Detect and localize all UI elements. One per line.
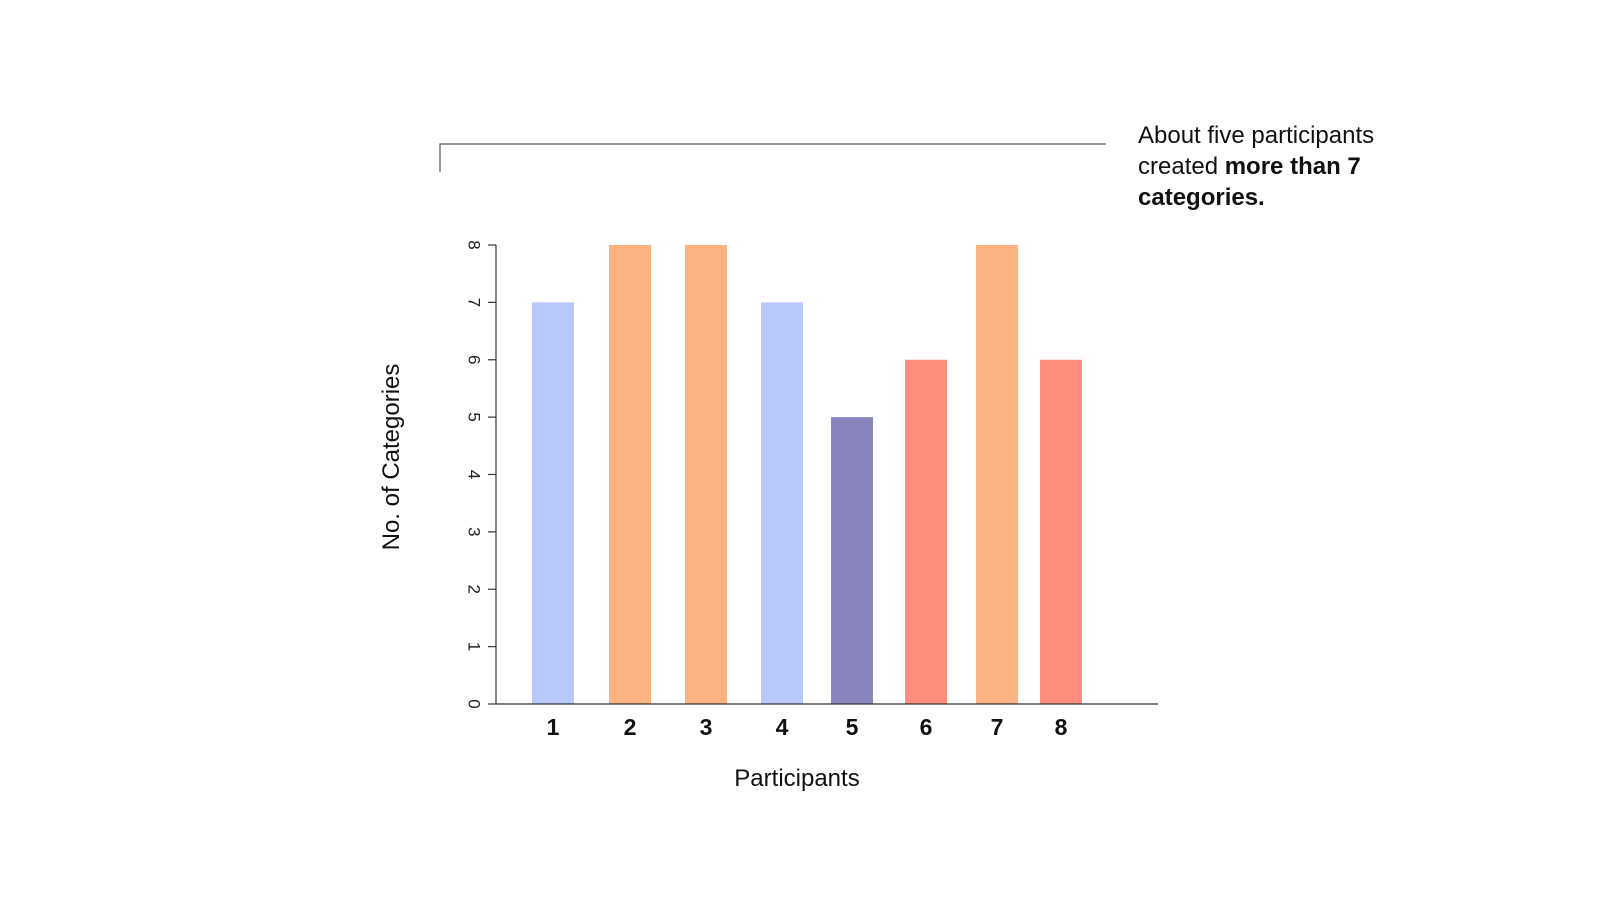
y-tick-label: 7	[465, 298, 484, 307]
bar-participant-6	[905, 359, 947, 704]
annotation-line-1: About five participants	[1138, 122, 1375, 149]
bars-group	[532, 245, 1082, 704]
y-ticks-group: 0 1 2 3 4 5 6 7 8	[465, 240, 496, 709]
y-axis-title: No. of Categories	[378, 364, 405, 551]
bar-participant-2	[609, 245, 651, 704]
bar-participant-3	[685, 245, 727, 704]
bar-participant-1	[532, 302, 574, 704]
bar-participant-5	[831, 417, 873, 704]
annotation-bracket	[439, 143, 1106, 172]
bar-participant-4	[761, 302, 803, 704]
y-tick-label: 5	[465, 412, 484, 421]
x-tick-label: 4	[776, 714, 789, 740]
y-tick-label: 8	[465, 240, 484, 249]
annotation-plain-text: created	[1138, 153, 1225, 180]
y-tick-label: 0	[465, 699, 484, 708]
x-axis-title: Participants	[734, 765, 859, 792]
x-tick-label: 6	[920, 714, 933, 740]
chart-annotation: About five participants created more tha…	[1138, 120, 1438, 213]
annotation-line-3: categories.	[1138, 184, 1265, 211]
x-tick-label: 3	[700, 714, 713, 740]
y-tick-label: 2	[465, 585, 484, 594]
x-tick-label: 5	[846, 714, 859, 740]
y-tick-label: 3	[465, 527, 484, 536]
annotation-emphasis: more than 7	[1224, 153, 1361, 180]
x-ticks-group: 1 2 3 4 5 6 7 8	[547, 714, 1068, 740]
y-tick-label: 4	[465, 470, 484, 479]
y-tick-label: 6	[465, 355, 484, 364]
x-tick-label: 1	[547, 714, 560, 740]
x-tick-label: 7	[991, 714, 1004, 740]
bar-participant-7	[976, 245, 1018, 704]
annotation-line-2: created more than 7	[1138, 151, 1438, 182]
x-tick-label: 8	[1055, 714, 1068, 740]
y-tick-label: 1	[465, 642, 484, 651]
bar-participant-8	[1040, 359, 1082, 704]
x-tick-label: 2	[624, 714, 637, 740]
